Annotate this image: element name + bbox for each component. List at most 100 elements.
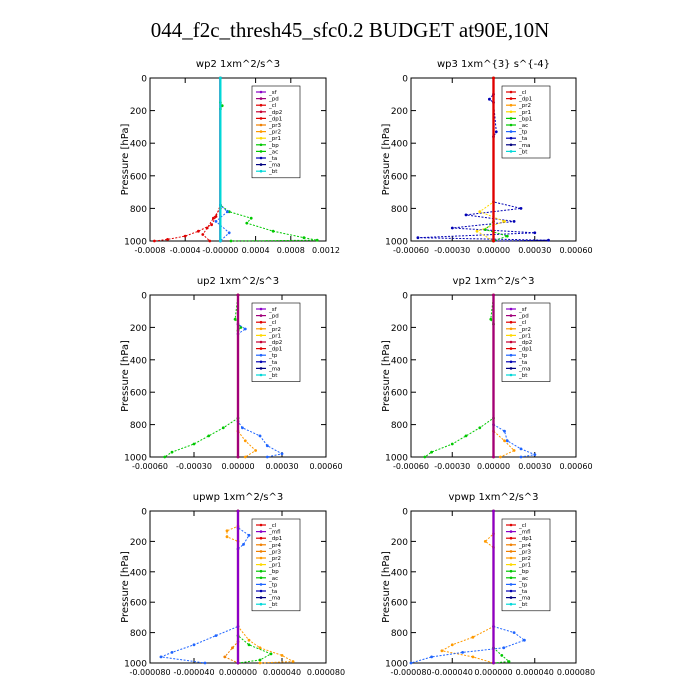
legend-entry: _bt (518, 602, 528, 608)
legend-entry: _bp (518, 569, 529, 575)
data-point (225, 535, 229, 539)
legend-entry: _ma (518, 143, 530, 149)
legend-entry: _ta (518, 136, 527, 142)
chart-panel-6: vpwp 1xm^2/s^3 Pressure [hPa] 0 200 400 600 80… (381, 492, 595, 677)
legend-entry: _pr1 (268, 563, 281, 569)
legend-entry: _pd (268, 314, 279, 320)
data-point (231, 646, 234, 650)
legend-marker (259, 347, 263, 350)
y-tick-label: 600 (130, 172, 147, 182)
x-tick-label: -0.000080 (129, 668, 170, 677)
legend-marker (509, 110, 513, 114)
panel-title: vp2 1xm^2/s^3 (453, 276, 535, 287)
y-tick-label: 800 (391, 205, 408, 215)
legend-entry: _dp1 (518, 97, 532, 103)
data-point (492, 239, 495, 243)
data-point (315, 238, 319, 242)
data-point (507, 660, 511, 663)
legend-entry: _pr1 (268, 136, 281, 142)
data-point (464, 434, 468, 438)
legend-entry: _pr2 (518, 103, 531, 109)
legend-marker (259, 163, 263, 166)
legend-entry: _ac (518, 576, 528, 582)
legend-marker (259, 307, 263, 311)
y-axis-label: Pressure [hPa] (120, 340, 131, 412)
panel-title: vpwp 1xm^2/s^3 (448, 492, 538, 503)
legend-entry: _pr1 (518, 333, 531, 339)
y-tick-label: 1000 (385, 238, 408, 248)
data-point (258, 434, 262, 438)
data-point (471, 655, 475, 659)
x-tick-label: -0.000080 (390, 668, 431, 677)
data-point (280, 654, 284, 657)
legend-marker (509, 123, 513, 127)
data-point (258, 658, 262, 662)
legend-marker (509, 327, 513, 331)
legend-marker (259, 550, 263, 553)
series-line (154, 78, 221, 242)
legend-marker (509, 314, 513, 317)
legend-entry: _pr2 (268, 327, 281, 333)
legend-entry: _dp2 (518, 340, 532, 346)
legend-entry: _ma (268, 366, 280, 372)
legend-entry: _tp (268, 353, 278, 359)
chart-panel-4: vp2 1xm^2/s^3 Pressure [hPa] 0 200 400 600 800… (381, 276, 593, 471)
y-tick-label: 600 (130, 599, 147, 609)
x-tick-label: 0.00060 (559, 246, 592, 255)
x-tick-label: 0.000080 (307, 668, 345, 677)
y-axis-label: Pressure [hPa] (120, 551, 131, 623)
legend-marker (509, 373, 513, 377)
legend-marker (259, 156, 263, 160)
data-point (450, 643, 454, 647)
legend-entry: _mfl (518, 530, 531, 536)
data-point (170, 651, 174, 654)
legend-marker (259, 530, 263, 533)
legend-marker (509, 334, 513, 337)
data-point (492, 76, 495, 80)
data-point (243, 455, 247, 459)
panel-title: up2 1xm^2/s^3 (197, 276, 279, 287)
legend-entry: _dp1 (268, 347, 282, 353)
y-tick-label: 0 (402, 292, 408, 302)
series-line (410, 511, 526, 664)
legend-entry: _ma (518, 596, 530, 602)
legend-marker (509, 596, 513, 599)
data-point (302, 236, 306, 240)
y-tick-label: 0 (141, 508, 147, 518)
legend-entry: _cl (268, 320, 277, 326)
legend-marker (259, 589, 263, 593)
panel-title: wp2 1xm^2/s^3 (196, 59, 280, 70)
data-point (265, 444, 269, 448)
y-axis-label: Pressure [hPa] (381, 340, 392, 412)
legend-entry: _dp2 (268, 110, 282, 116)
legend-marker (259, 360, 263, 364)
data-point (159, 655, 163, 659)
data-point (254, 449, 257, 452)
legend-marker (509, 550, 513, 553)
data-point (519, 455, 523, 459)
x-tick-label: 0.00030 (518, 246, 551, 255)
y-tick-label: 200 (130, 324, 147, 334)
legend-entry: _dp2 (268, 340, 282, 346)
data-point (533, 231, 537, 235)
y-axis-label: Pressure [hPa] (381, 551, 392, 623)
series-line (223, 511, 239, 664)
data-point (478, 210, 482, 214)
figure-title: 044_f2c_thresh45_sfc0.2 BUDGET at90E,10N (150, 18, 550, 42)
legend-marker (509, 103, 513, 107)
legend-entry: _pd (518, 314, 529, 320)
data-point (450, 226, 454, 230)
legend-marker (259, 334, 263, 337)
y-tick-label: 1000 (385, 454, 408, 464)
legend-entry: _sf (518, 307, 528, 313)
x-tick-label: 0.00060 (559, 462, 592, 471)
data-point (503, 439, 506, 443)
x-tick-label: 0.00000 (477, 462, 510, 471)
series-line (424, 294, 494, 458)
legend-marker (259, 563, 263, 566)
y-tick-label: 0 (402, 508, 408, 518)
legend-entry: _pr2 (268, 130, 281, 136)
data-point (239, 326, 243, 329)
legend-entry: _pr3 (518, 549, 532, 555)
